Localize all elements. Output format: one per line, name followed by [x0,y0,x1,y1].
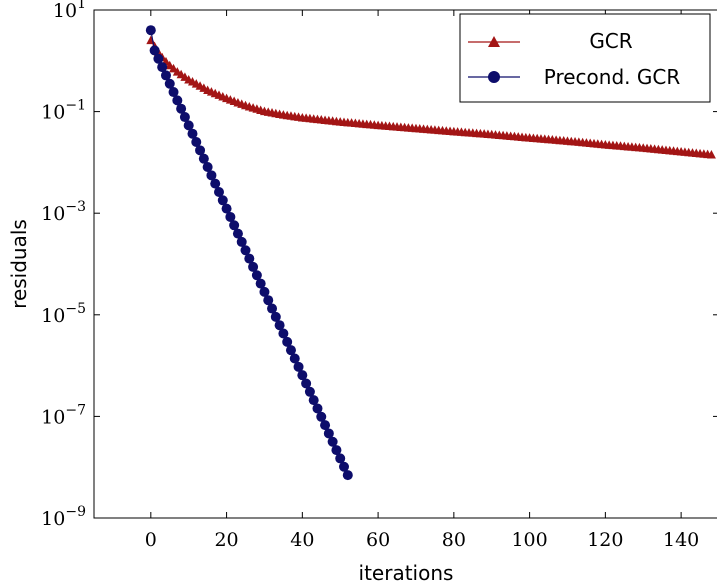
series-precond-marker [179,112,190,123]
legend-precond-marker [488,71,500,83]
plot-frame [93,9,717,519]
legend-box [459,13,711,103]
y-tick-label: 101 [53,0,86,22]
series-precond-marker [335,453,346,464]
x-tick-label: 140 [663,529,699,551]
series-precond-marker [327,436,338,447]
series-precond-marker [285,345,296,356]
series-precond-marker [251,270,262,281]
series-precond-marker [153,53,164,64]
series-precond-marker [164,78,175,89]
series-precond-marker [342,470,353,481]
series-precond-marker [263,295,274,306]
series-precond-marker [255,278,266,289]
series-precond-marker [278,328,289,339]
series-precond-marker [157,62,168,73]
series-precond-marker [259,286,270,297]
series-precond-marker [312,403,323,414]
series-precond-marker [304,386,315,397]
series-precond-marker [217,195,228,206]
y-axis-title: residuals [7,219,31,309]
y-tick-label: 10−7 [41,402,86,428]
series-precond-marker [214,186,224,197]
series-precond-marker [160,70,171,81]
legend-gcr-label: GCR [589,29,632,53]
series-gcr-marker [146,35,156,45]
y-tick-label: 10−1 [41,98,86,124]
series-precond-marker [198,153,209,164]
x-tick-label: 40 [290,529,314,551]
x-tick-label: 100 [511,529,547,551]
series-precond-marker [172,95,183,106]
series-precond-marker [331,445,342,456]
series-precond-marker [282,336,293,347]
series-precond-marker [206,170,217,181]
series-precond-marker [195,145,206,156]
series-precond-marker [229,220,240,231]
x-axis-title: iterations [359,561,454,585]
series-precond-marker [323,428,334,439]
x-tick-label: 60 [366,529,390,551]
series-precond-marker [316,411,327,422]
series-precond-marker [183,120,194,131]
series-precond-marker [221,203,232,214]
legend-precond-label: Precond. GCR [544,65,681,89]
series-precond-marker [176,103,187,114]
series-precond-marker [191,137,202,148]
x-tick-label: 20 [214,529,238,551]
x-tick-label: 120 [587,529,623,551]
series-gcr-marker [706,149,716,159]
series-precond-marker [232,228,243,239]
series-precond-marker [297,370,308,381]
series-precond-marker [274,320,285,331]
series-precond-marker [145,25,156,36]
series-precond-marker [244,253,255,264]
series-precond-marker [293,361,304,372]
x-tick-label: 0 [145,529,157,551]
series-precond-marker [210,178,221,189]
series-precond-marker [202,161,213,172]
series-precond-marker [308,395,319,406]
series-precond-marker [187,128,198,139]
series-precond-marker [270,311,281,322]
series-precond-marker [225,211,236,222]
y-tick-label: 10−3 [41,199,86,225]
series-precond-marker [320,420,331,431]
series-precond-marker [267,303,278,314]
series-precond-marker [301,378,312,389]
y-tick-label: 10−9 [41,504,86,530]
legend-gcr-marker [488,36,500,47]
series-precond-marker [149,45,160,56]
series-precond-marker [168,87,179,98]
series-precond-marker [289,353,300,364]
series-precond-marker [248,261,259,272]
series-precond-marker [240,245,251,256]
y-tick-label: 10−5 [41,301,86,327]
x-tick-label: 80 [442,529,466,551]
series-precond-marker [339,461,349,472]
series-precond-marker [236,236,247,247]
legend: GCR Precond. GCR [459,13,711,103]
